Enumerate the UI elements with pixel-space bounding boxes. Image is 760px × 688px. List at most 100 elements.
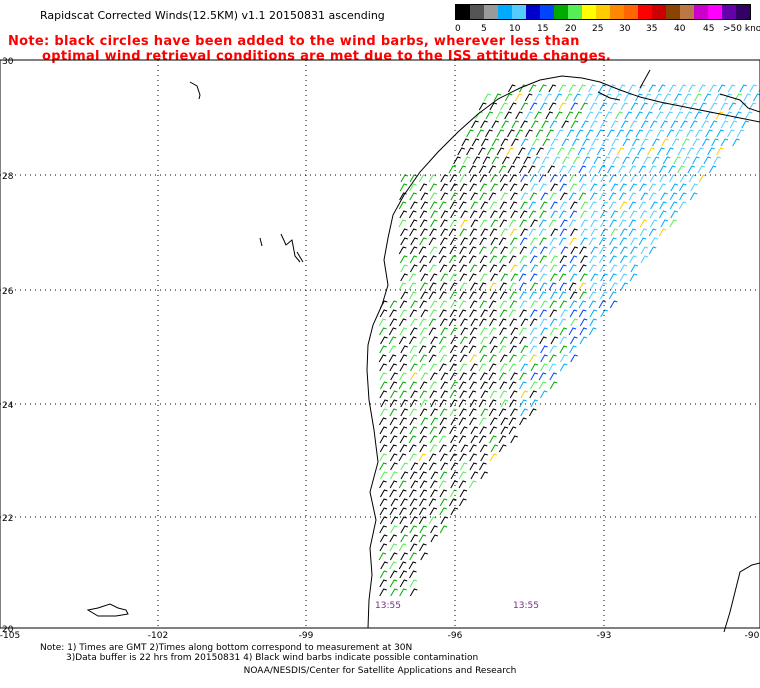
wind-barb <box>479 327 488 336</box>
wind-barb <box>548 219 557 228</box>
lon-tick-label: -93 <box>597 631 612 641</box>
wind-barb <box>449 273 458 282</box>
wind-barb <box>499 327 507 336</box>
wind-barb <box>499 354 508 363</box>
wind-barb <box>472 156 481 165</box>
wind-barb <box>559 300 568 309</box>
wind-barb <box>588 165 597 174</box>
wind-barb <box>430 219 438 228</box>
wind-barb <box>559 165 567 174</box>
wind-barb <box>409 489 417 498</box>
wind-barb <box>390 426 398 435</box>
wind-barb <box>589 309 598 318</box>
wind-barb <box>540 363 548 372</box>
wind-barb <box>555 111 563 120</box>
wind-barb <box>550 255 558 264</box>
wind-barb <box>400 552 408 561</box>
wind-barb <box>629 120 638 129</box>
wind-barb <box>579 264 587 273</box>
wind-barb <box>650 102 658 111</box>
wind-barb <box>483 93 492 102</box>
wind-barb <box>509 102 517 111</box>
wind-barb <box>409 426 418 435</box>
wind-barb <box>408 435 417 444</box>
wind-barb <box>506 147 515 156</box>
wind-barb <box>538 219 547 228</box>
wind-barb <box>388 354 397 363</box>
wind-barb <box>575 129 584 138</box>
wind-barb <box>577 147 586 156</box>
wind-barb <box>628 228 637 237</box>
wind-barb <box>489 426 497 435</box>
wind-barb <box>589 282 598 291</box>
wind-barb <box>529 102 538 111</box>
wind-barb <box>648 228 657 237</box>
wind-barb <box>539 201 548 210</box>
wind-barb <box>500 192 509 201</box>
lat-tick-label: 30 <box>2 57 14 67</box>
wind-barb <box>547 165 555 174</box>
wind-barb <box>450 480 458 489</box>
wind-barb <box>498 435 507 444</box>
wind-barb <box>439 471 448 480</box>
wind-barb <box>428 174 437 183</box>
wind-barb <box>501 120 509 129</box>
wind-barb <box>658 165 667 174</box>
wind-barb <box>459 426 468 435</box>
wind-barb <box>499 363 508 372</box>
wind-barb <box>687 165 696 174</box>
wind-barb <box>569 201 578 210</box>
coastline <box>86 69 760 633</box>
wind-barb <box>449 444 457 453</box>
wind-barb <box>438 201 447 210</box>
wind-barb <box>409 552 417 561</box>
wind-barb <box>440 327 448 336</box>
wind-barb <box>478 363 487 372</box>
wind-barb <box>520 120 528 129</box>
wind-barb <box>479 417 487 426</box>
wind-barb <box>535 129 544 138</box>
wind-barb <box>409 291 417 300</box>
wind-barb <box>578 192 587 201</box>
wind-barb <box>450 462 459 471</box>
wind-barb <box>558 102 567 111</box>
wind-barb <box>703 156 712 165</box>
legend-swatch <box>736 5 750 19</box>
wind-barb <box>469 354 478 363</box>
wind-barb <box>529 327 538 336</box>
wind-barb <box>510 138 519 147</box>
lat-tick-label: 26 <box>2 287 14 297</box>
lon-tick-label: -102 <box>148 631 168 641</box>
wind-barb <box>430 399 438 408</box>
wind-barb <box>488 165 497 174</box>
wind-barb <box>508 309 517 318</box>
wind-barb <box>509 390 518 399</box>
wind-barb <box>507 165 516 174</box>
wind-barb <box>574 111 583 120</box>
wind-barb <box>438 363 447 372</box>
lat-tick-label: 24 <box>2 401 14 411</box>
wind-barb <box>489 336 497 345</box>
wind-barb <box>389 480 398 489</box>
wind-barb <box>510 273 519 282</box>
wind-barb <box>439 291 447 300</box>
wind-barb <box>530 381 538 390</box>
wind-barb <box>541 120 549 129</box>
wind-barb <box>629 210 638 219</box>
wind-barb <box>440 273 448 282</box>
wind-barb <box>398 201 407 210</box>
wind-barb <box>599 282 607 291</box>
legend-label: 15 <box>537 24 549 34</box>
wind-barb <box>399 300 408 309</box>
wind-barb <box>529 273 538 282</box>
wind-barb <box>649 210 658 219</box>
wind-barb <box>418 363 427 372</box>
wind-barb <box>679 192 687 201</box>
wind-barb <box>399 255 408 264</box>
wind-barb <box>399 327 408 336</box>
wind-barb <box>717 84 726 93</box>
wind-barb <box>743 93 751 102</box>
footer-note-1: Note: 1) Times are GMT 2)Times along bot… <box>40 643 413 653</box>
wind-barb <box>439 300 448 309</box>
wind-barb <box>741 120 749 129</box>
